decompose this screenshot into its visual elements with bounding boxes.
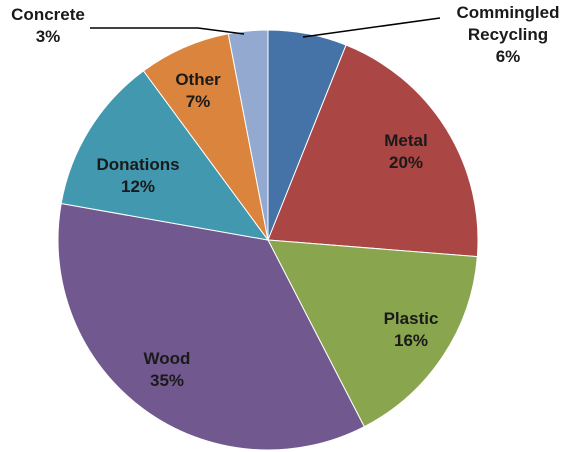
label-wood: Wood 35% [144, 349, 191, 390]
label-commingled-recycling: Commingled Recycling 6% [457, 3, 560, 66]
pie-slices [57, 29, 479, 451]
slice-wood [57, 202, 365, 451]
label-donations: Donations 12% [96, 155, 179, 196]
slice-plastic [267, 239, 478, 428]
slice-metal [267, 44, 479, 258]
leader-line-concrete [90, 27, 245, 35]
leader-lines [90, 17, 441, 38]
leader-line-commingled-recycling [302, 17, 441, 38]
label-other: Other 7% [175, 70, 221, 111]
label-concrete: Concrete 3% [11, 5, 85, 46]
label-plastic: Plastic 16% [384, 309, 439, 350]
slice-concrete [227, 29, 269, 241]
label-metal: Metal 20% [384, 131, 427, 172]
slice-labels: Commingled Recycling 6% Metal 20% Plastic 16% W… [11, 3, 559, 390]
slice-donations [60, 70, 270, 241]
